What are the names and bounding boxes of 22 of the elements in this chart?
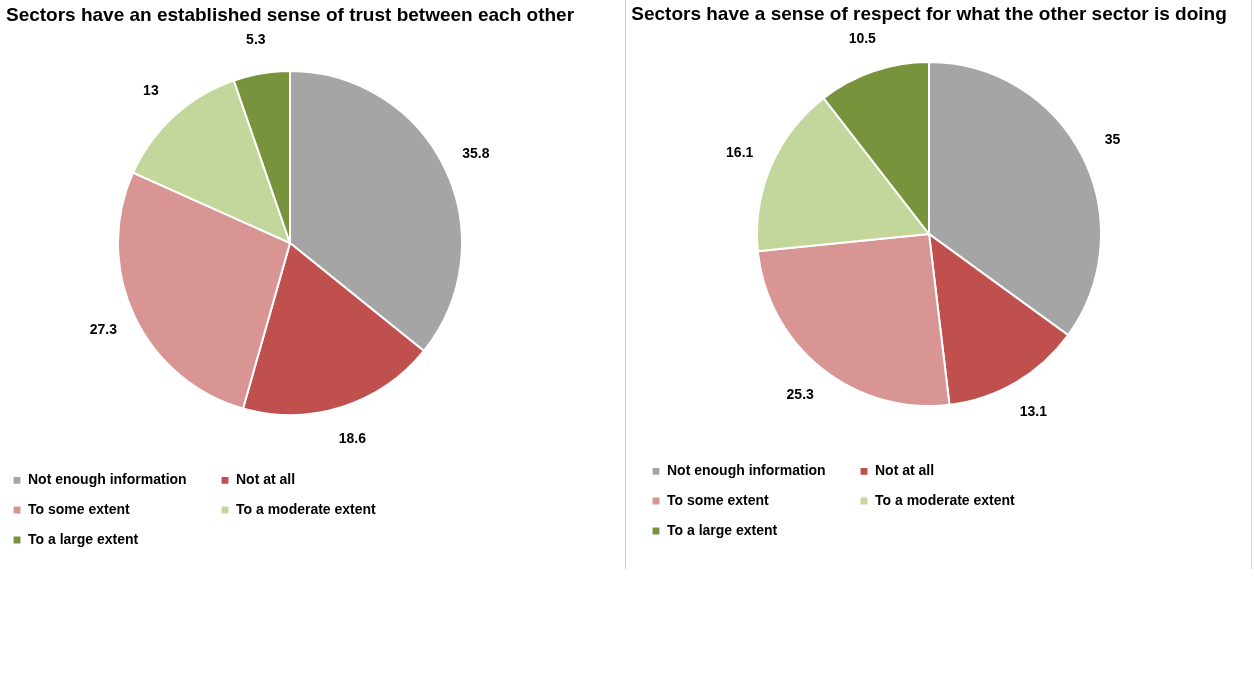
data-label: 13.1 — [1019, 402, 1048, 419]
data-label: 27.3 — [89, 321, 118, 338]
data-label: 18.6 — [338, 430, 367, 447]
legend-label: Not enough information — [28, 471, 187, 488]
legend-label: To a moderate extent — [236, 501, 377, 517]
data-label: 35.8 — [462, 145, 490, 162]
legend-label: To a moderate extent — [875, 492, 1016, 508]
chart-title: Sectors have a sense of respect for what the other sector is doing — [631, 3, 1227, 25]
data-label: 13 — [143, 82, 159, 99]
data-label: 5.3 — [246, 30, 266, 47]
legend-label: Not enough information — [667, 462, 826, 479]
data-label: 25.3 — [786, 385, 815, 402]
data-label: 10.5 — [848, 30, 877, 47]
data-label: 16.1 — [726, 143, 754, 160]
legend-label: To a large extent — [667, 522, 778, 538]
legend-label: To some extent — [28, 501, 130, 517]
legend-label: Not at all — [236, 471, 296, 488]
legend-label: To a large extent — [28, 531, 139, 547]
data-label: 35 — [1104, 131, 1121, 148]
legend-label: Not at all — [875, 462, 935, 479]
chart-title: Sectors have an established sense of trust between each other — [5, 3, 575, 25]
legend-label: To some extent — [667, 492, 769, 508]
